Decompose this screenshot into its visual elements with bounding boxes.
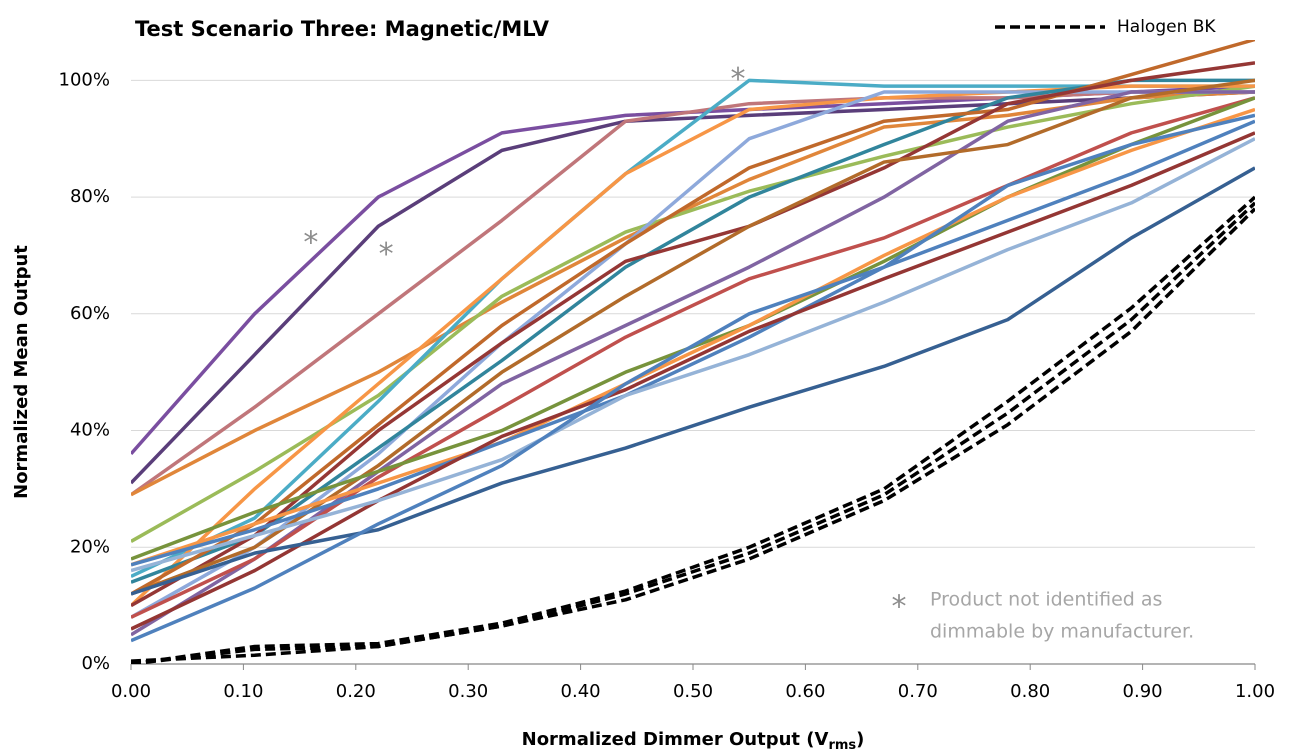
x-tick-label: 1.00: [1235, 681, 1275, 702]
note-marker: *: [892, 590, 907, 625]
line: [131, 166, 1255, 596]
y-tick-label: 60%: [70, 303, 110, 324]
y-tick-label: 80%: [70, 186, 110, 207]
line: [131, 84, 1255, 543]
dashed-line: [131, 207, 1255, 663]
line: [131, 84, 1255, 456]
line: [131, 113, 1255, 567]
x-tick-label: 0.30: [448, 681, 488, 702]
dashed-line: [131, 201, 1255, 664]
line: [131, 90, 1255, 497]
line: [131, 119, 1255, 643]
line: [131, 78, 1255, 584]
y-tick-label: 20%: [70, 536, 110, 557]
line: [131, 137, 1255, 573]
annotation-marker: *: [379, 237, 394, 272]
x-tick-label: 0.60: [785, 681, 825, 702]
dashed-line: [131, 195, 1255, 664]
note-text: dimmable by manufacturer.: [930, 621, 1194, 643]
y-tick-label: 0%: [81, 653, 110, 674]
x-tick-label: 0.40: [561, 681, 601, 702]
x-tick-label: 0.10: [223, 681, 263, 702]
x-axis-title-end: ): [856, 729, 864, 750]
y-axis-title: Normalized Mean Output: [11, 245, 32, 499]
x-tick-label: 0.80: [1010, 681, 1050, 702]
annotation-marker: *: [303, 225, 318, 260]
plot-area: [131, 40, 1255, 664]
line: [131, 78, 1255, 579]
line: [131, 90, 1255, 637]
x-axis-title-subscript: rms: [828, 738, 856, 753]
x-tick-label: 0.90: [1123, 681, 1163, 702]
annotation-marker: *: [730, 62, 745, 97]
y-tick-label: 40%: [70, 420, 110, 441]
y-tick-label: 100%: [59, 69, 110, 90]
line: [131, 78, 1255, 596]
x-axis-title: Normalized Dimmer Output (Vrms): [522, 729, 865, 753]
x-tick-label: 0.70: [898, 681, 938, 702]
note-text: Product not identified as: [930, 589, 1162, 611]
legend-label: Halogen BK: [1117, 17, 1216, 37]
x-tick-label: 0.50: [673, 681, 713, 702]
line: [131, 107, 1255, 567]
line: [131, 61, 1255, 608]
x-tick-label: 0.20: [336, 681, 376, 702]
chart-title: Test Scenario Three: Magnetic/MLV: [135, 17, 550, 41]
line: [131, 90, 1255, 485]
line: [131, 131, 1255, 631]
x-axis-title-main: Normalized Dimmer Output (V: [522, 729, 829, 750]
x-tick-label: 0.00: [111, 681, 151, 702]
